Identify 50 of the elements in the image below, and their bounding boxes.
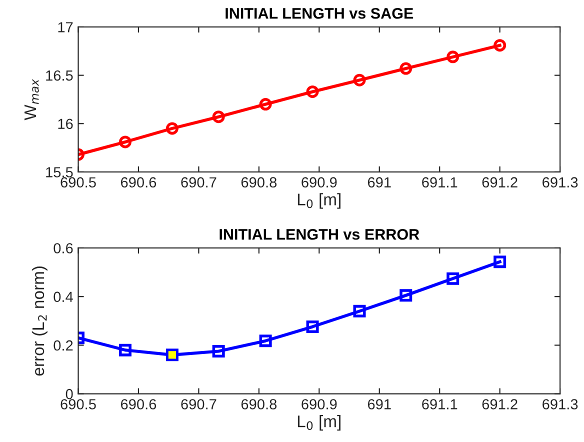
x-tick-label: 691.3 [542, 399, 578, 410]
x-tick-label: 690.9 [302, 399, 337, 410]
point [118, 344, 132, 356]
chart-title: INITIAL LENGTH vs ERROR [220, 228, 420, 240]
chart-title: INITIAL LENGTH vs SAGE [226, 8, 414, 19]
x-tick-label: 691.3 [542, 177, 578, 188]
x-tick-label: 691.1 [422, 177, 458, 188]
x-axis-title: L$_{0}$ [m] [298, 193, 340, 209]
x-tick-label: 691.1 [422, 399, 458, 410]
point [259, 98, 272, 111]
x-tick-label: 691.2 [482, 399, 518, 410]
point [494, 39, 506, 52]
y-tick-label: 0.2 [54, 340, 73, 351]
point [212, 110, 225, 124]
point [446, 50, 460, 64]
x-tick-label: 690.8 [241, 177, 277, 188]
y-tick-label: 16.5 [46, 70, 73, 81]
y-tick-label: 17 [58, 22, 73, 32]
x-tick-label: 690.8 [241, 399, 277, 410]
point [118, 136, 132, 148]
point [306, 85, 319, 98]
point [212, 345, 225, 358]
point [166, 122, 178, 135]
point [400, 62, 412, 75]
point [306, 320, 319, 333]
x-tick-label: 690.5 [60, 399, 96, 410]
x-tick-label: 690.7 [181, 399, 216, 410]
point [494, 256, 506, 268]
x-tick-label: 690.6 [120, 399, 156, 410]
x-tick-label: 691 [368, 399, 391, 410]
x-tick-label: 691.2 [482, 177, 518, 188]
y-axis-title: W$_{max}$ [24, 78, 39, 120]
x-tick-label: 690.6 [120, 177, 156, 188]
y-tick-label: 16 [58, 118, 73, 130]
x-tick-label: 690.7 [181, 177, 216, 188]
point [446, 272, 460, 285]
y-tick-label: 0 [66, 388, 73, 400]
x-tick-label: 690.5 [60, 177, 96, 188]
y-tick-label: 0.4 [54, 292, 73, 302]
point [353, 74, 366, 86]
point [166, 348, 178, 362]
y-tick-label: 0.6 [54, 243, 73, 254]
x-axis-title: L$_{0}$ [m] [298, 415, 340, 431]
point [400, 289, 412, 302]
x-tick-label: 691 [368, 177, 391, 188]
point [259, 334, 272, 348]
x-tick-label: 690.9 [302, 177, 337, 188]
y-axis-title: error (L$_{2}$ norm) [32, 266, 48, 376]
point [353, 304, 366, 318]
y-tick-label: 15.5 [46, 167, 73, 178]
